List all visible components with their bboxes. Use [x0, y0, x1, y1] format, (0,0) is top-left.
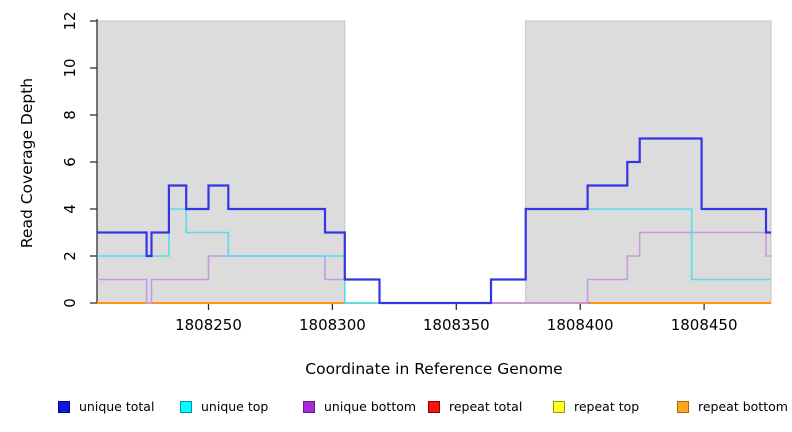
- legend-label: repeat total: [449, 399, 523, 414]
- y-tick-label: 8: [61, 110, 79, 120]
- legend-swatch-unique-top: [180, 400, 192, 413]
- legend-item-unique-top: unique top: [180, 399, 268, 414]
- series-unique-total-line: [97, 137, 771, 305]
- x-tick-label: 1808250: [175, 316, 242, 334]
- legend-label: repeat bottom: [698, 399, 788, 414]
- y-tick-label: 4: [61, 204, 79, 214]
- y-tick-label: 0: [61, 298, 79, 308]
- legend-swatch-repeat-total: [428, 400, 440, 413]
- x-tick-label: 1808300: [299, 316, 366, 334]
- shaded-region-1: [96, 20, 346, 304]
- legend: unique total unique top unique bottom repea…: [0, 399, 792, 423]
- y-tick-label: 6: [61, 157, 79, 167]
- legend-label: unique top: [201, 399, 269, 414]
- legend-item-unique-total: unique total: [58, 399, 154, 414]
- legend-item-repeat-bottom: repeat bottom: [677, 399, 788, 414]
- x-tick-label: 1808450: [671, 316, 738, 334]
- y-tick-label: 10: [61, 58, 79, 77]
- y-tick-label: 2: [61, 251, 79, 261]
- legend-swatch-unique-total: [58, 400, 70, 413]
- legend-swatch-repeat-bottom: [677, 400, 689, 413]
- legend-swatch-unique-bottom: [303, 400, 315, 413]
- legend-item-repeat-total: repeat total: [428, 399, 522, 414]
- x-axis-title: Coordinate in Reference Genome: [305, 360, 563, 378]
- y-axis-title: Read Coverage Depth: [18, 77, 36, 249]
- legend-item-unique-bottom: unique bottom: [303, 399, 416, 414]
- y-tick-label: 12: [61, 11, 79, 30]
- legend-label: repeat top: [574, 399, 640, 414]
- shaded-region-2: [525, 20, 772, 304]
- x-tick-label: 1808400: [547, 316, 614, 334]
- legend-label: unique bottom: [324, 399, 417, 414]
- x-tick-label: 1808350: [423, 316, 490, 334]
- legend-swatch-repeat-top: [553, 400, 565, 413]
- legend-label: unique total: [79, 399, 155, 414]
- legend-item-repeat-top: repeat top: [553, 399, 639, 414]
